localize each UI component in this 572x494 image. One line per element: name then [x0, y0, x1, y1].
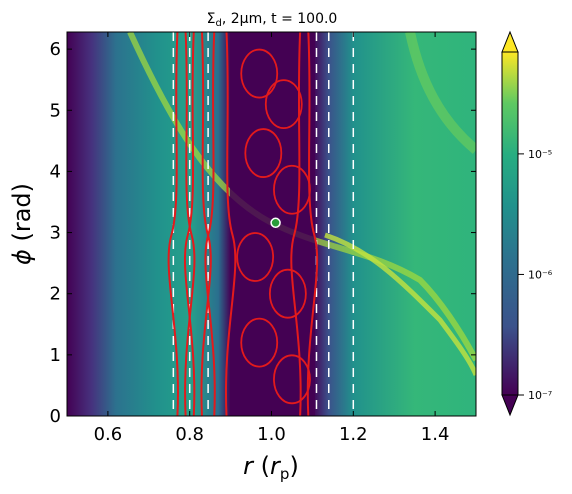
streamline	[306, 32, 319, 416]
streamline-vortex	[264, 79, 303, 130]
y-tick-label: 5	[50, 100, 61, 121]
streamline-vortex	[244, 128, 283, 178]
streamline-vortex	[268, 268, 307, 319]
streamline	[225, 32, 237, 416]
colorbar-extend-bottom	[501, 394, 519, 417]
colorbar-tick-label: 10⁻⁵	[528, 148, 552, 161]
overlay	[167, 32, 355, 416]
streamline-vortex	[240, 317, 279, 368]
x-tick-label: 0.6	[94, 424, 123, 445]
outer-wake	[405, 32, 476, 154]
x-tick-label: 0.8	[175, 424, 204, 445]
colorbar-extend-top	[501, 30, 519, 53]
heatmap	[67, 32, 476, 416]
x-axis-label: r (rp)	[243, 452, 299, 483]
y-tick-label: 2	[50, 284, 61, 305]
streamline-vortex	[273, 164, 311, 215]
spiral-arm-lower	[324, 232, 476, 376]
y-tick-label: 6	[50, 39, 61, 60]
colorbar-tick-label: 10⁻⁷	[528, 389, 552, 402]
y-axis-label: ϕ (rad)	[8, 183, 36, 265]
y-ticks: 0 1 2 3 4 5 6	[50, 39, 476, 427]
y-tick-label: 1	[50, 345, 61, 366]
streamline	[183, 32, 196, 416]
x-tick-label: 1.2	[339, 424, 368, 445]
streamline	[290, 32, 302, 416]
x-tick-label: 1.0	[257, 424, 286, 445]
y-tick-label: 3	[50, 223, 61, 244]
x-ticks: 0.6 0.8 1.0 1.2 1.4	[94, 32, 450, 445]
y-tick-label: 4	[50, 161, 61, 182]
streamline-vortex	[240, 48, 279, 99]
colorbar-gradient	[501, 51, 519, 396]
streamline	[184, 32, 196, 416]
y-tick-label: 0	[50, 406, 61, 427]
streamline	[204, 32, 216, 416]
streamline	[167, 32, 179, 416]
colorbar-tick-label: 10⁻⁶	[528, 268, 553, 281]
x-tick-label: 1.4	[421, 424, 450, 445]
colorbar: 10⁻⁷ 10⁻⁶ 10⁻⁵	[501, 30, 553, 417]
chart-title: Σd, 2μm, t = 100.0	[207, 11, 338, 29]
streamline-vortex	[273, 354, 311, 405]
streamline-vortex	[236, 232, 275, 282]
planet-marker	[270, 217, 281, 229]
colorbar-ticks: 10⁻⁷ 10⁻⁶ 10⁻⁵	[518, 148, 553, 402]
